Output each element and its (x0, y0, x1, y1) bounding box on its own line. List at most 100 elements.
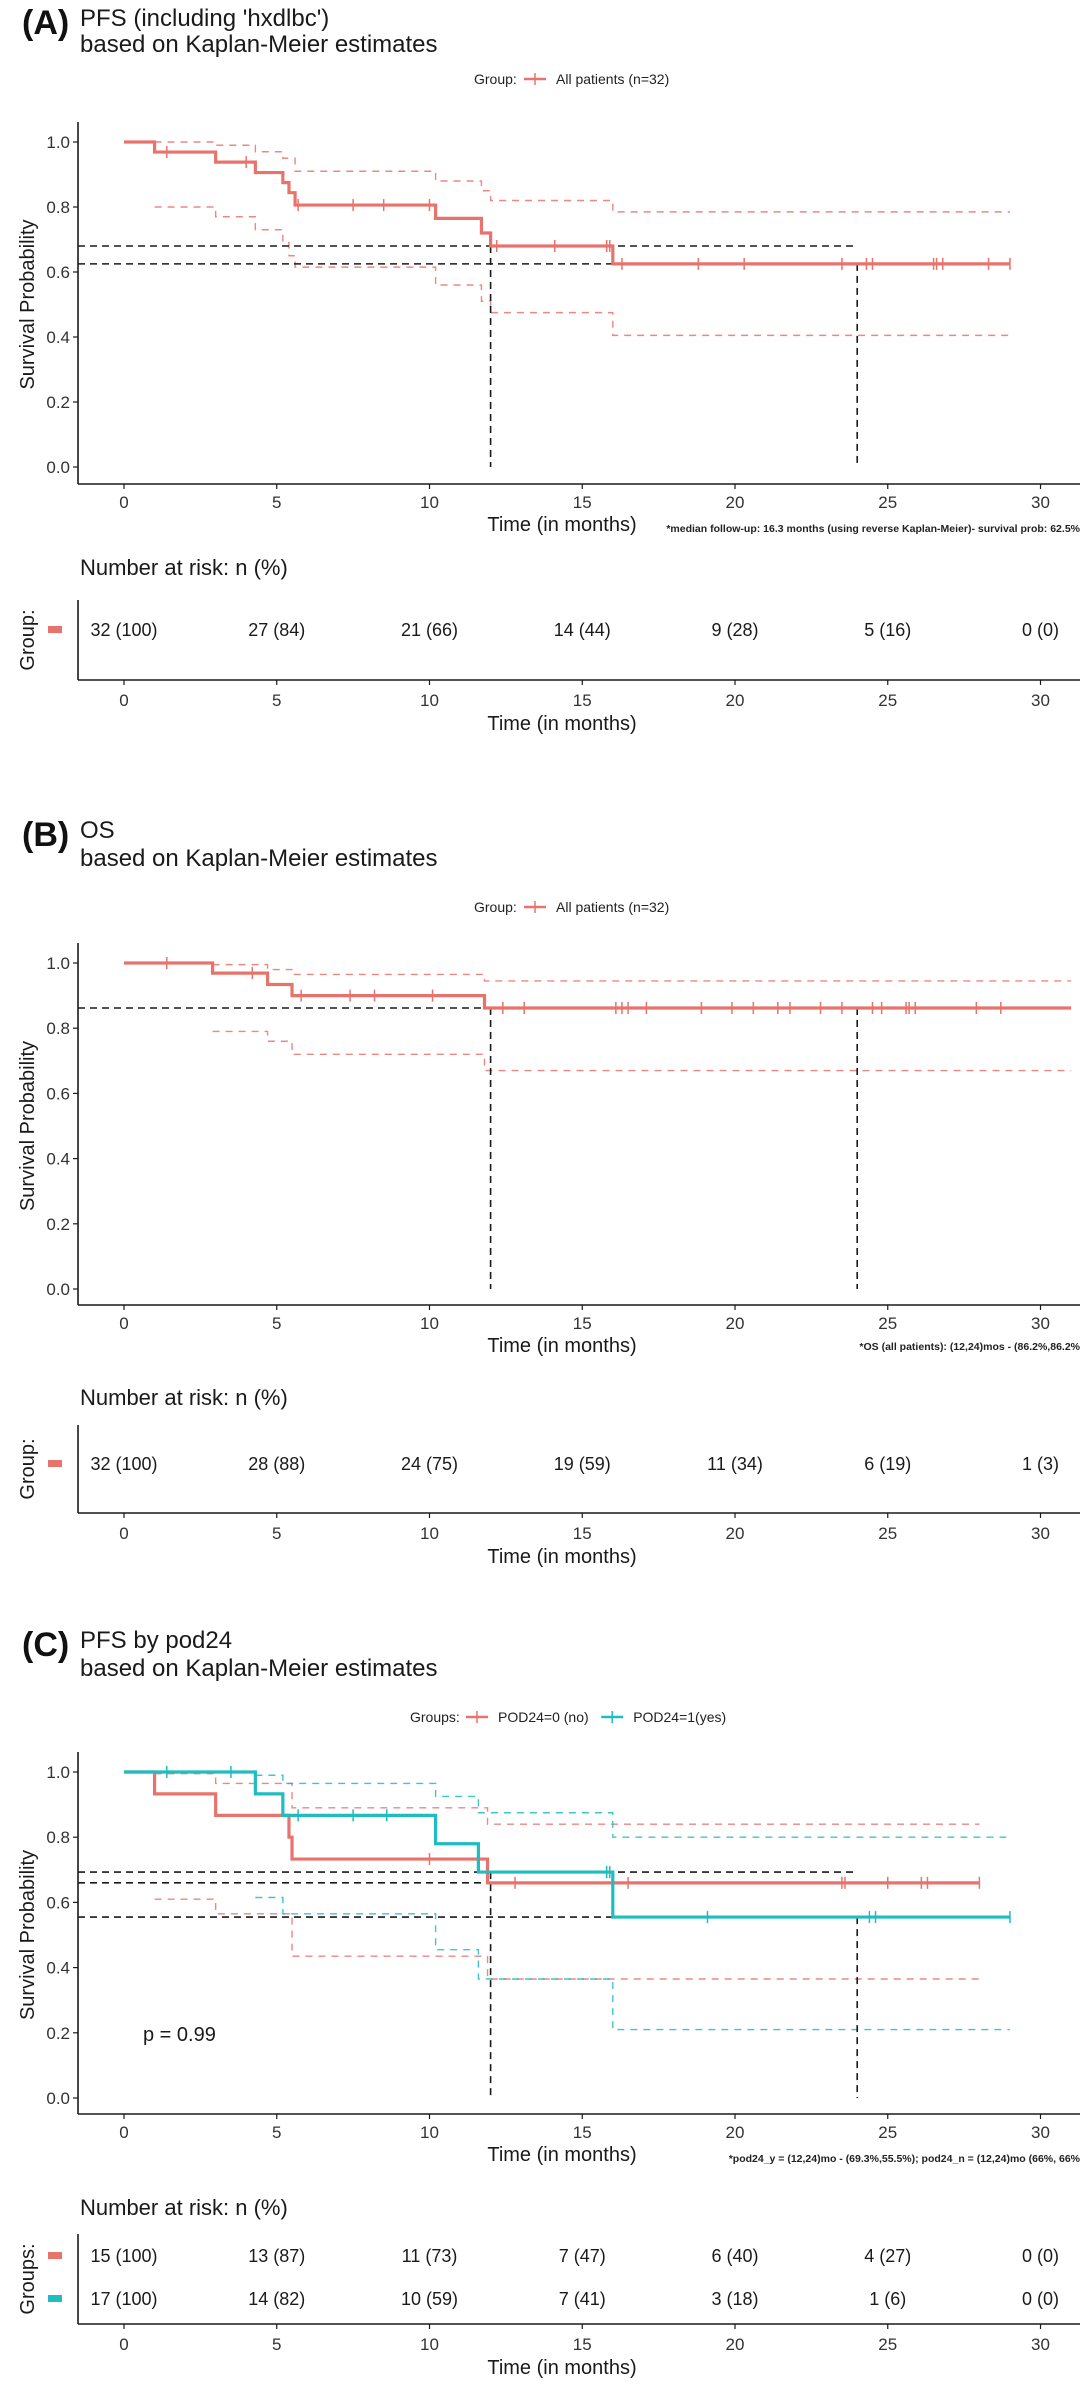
risk-value: 0 (0) (1022, 2246, 1059, 2266)
risk-table: Number at risk: n (%) Groups: 15 (100) 13 (… (17, 2195, 1080, 2379)
risk-x-tick-label: 10 (420, 691, 439, 710)
legend-title: Group: (474, 71, 517, 87)
y-axis-title: Survival Probability (17, 1041, 39, 1211)
risk-x-tick-label: 5 (272, 691, 281, 710)
y-tick-label: 0.8 (46, 1828, 70, 1847)
x-axis-title: Time (in months) (487, 2144, 636, 2166)
y-tick-label: 0.6 (46, 1893, 70, 1912)
footnote: *median follow-up: 16.3 months (using re… (666, 523, 1080, 535)
risk-value: 7 (47) (559, 2246, 606, 2266)
risk-value: 0 (0) (1022, 620, 1059, 640)
ci-lower-line (212, 1030, 1072, 1072)
risk-x-tick-label: 30 (1031, 2335, 1050, 2354)
legend: Groups: POD24=0 (no) POD24=1(yes) (410, 1709, 726, 1725)
risk-value: 32 (100) (90, 1454, 157, 1474)
risk-value: 28 (88) (248, 1454, 305, 1474)
ci-lower-line (255, 1896, 1010, 2031)
x-tick-label: 15 (573, 1314, 592, 1333)
x-tick-label: 30 (1031, 2123, 1050, 2142)
risk-x-tick-label: 30 (1031, 691, 1050, 710)
y-tick-label: 0.4 (46, 1150, 70, 1169)
risk-value: 11 (34) (707, 1454, 763, 1474)
y-tick-label: 1.0 (46, 954, 70, 973)
y-tick-label: 0.4 (46, 328, 70, 347)
risk-value: 9 (28) (711, 620, 758, 640)
risk-x-axis-title: Time (in months) (487, 713, 636, 735)
risk-value: 0 (0) (1022, 2289, 1059, 2309)
x-tick-label: 30 (1031, 1314, 1050, 1333)
risk-x-tick-label: 25 (878, 691, 897, 710)
risk-value: 14 (82) (248, 2289, 305, 2309)
x-tick-label: 5 (272, 1314, 281, 1333)
risk-value: 27 (84) (248, 620, 305, 640)
risk-x-tick-label: 0 (119, 2335, 128, 2354)
ci-upper-line (154, 1772, 980, 1825)
chart-title: PFS (including 'hxdlbc') (80, 5, 329, 32)
risk-group-label: Group: (17, 1438, 39, 1499)
risk-table: Number at risk: n (%) Group: 32 (100) 27 (8… (17, 555, 1080, 735)
x-tick-label: 10 (420, 493, 439, 512)
legend-label: All patients (n=32) (556, 71, 669, 87)
risk-x-axis-title: Time (in months) (487, 2357, 636, 2379)
risk-value: 6 (19) (864, 1454, 911, 1474)
x-tick-label: 25 (878, 493, 897, 512)
risk-x-tick-label: 20 (726, 2335, 745, 2354)
y-tick-label: 0.4 (46, 1959, 70, 1978)
y-axis-title: Survival Probability (17, 219, 39, 389)
risk-x-tick-label: 10 (420, 1524, 439, 1543)
risk-value: 13 (87) (248, 2246, 305, 2266)
y-tick-label: 0.0 (46, 1280, 70, 1299)
risk-value: 24 (75) (401, 1454, 458, 1474)
x-tick-label: 30 (1031, 493, 1050, 512)
risk-x-tick-label: 15 (573, 2335, 592, 2354)
ci-upper-line (255, 1774, 1010, 1838)
footnote: *OS (all patients): (12,24)mos - (86.2%,… (859, 1341, 1080, 1353)
risk-x-tick-label: 25 (878, 2335, 897, 2354)
x-tick-label: 5 (272, 493, 281, 512)
legend-label: POD24=0 (no) (498, 1709, 589, 1725)
y-tick-label: 0.2 (46, 393, 70, 412)
risk-group-label: Group: (17, 609, 39, 670)
survival-curve-teal (124, 1770, 1010, 1919)
panel-letter: (A) (22, 4, 69, 42)
risk-value: 11 (73) (402, 2246, 458, 2266)
ci-lower-line (154, 1898, 980, 1980)
survival-curve-red (124, 961, 1072, 1010)
y-tick-label: 0.0 (46, 2089, 70, 2108)
x-tick-label: 0 (119, 2123, 128, 2142)
legend-key-red (524, 73, 546, 85)
x-tick-label: 10 (420, 1314, 439, 1333)
risk-x-tick-label: 5 (272, 2335, 281, 2354)
x-tick-label: 20 (726, 493, 745, 512)
legend-label: POD24=1(yes) (633, 1709, 726, 1725)
risk-value: 21 (66) (401, 620, 458, 640)
legend-label: All patients (n=32) (556, 899, 669, 915)
x-axis-title: Time (in months) (487, 1335, 636, 1357)
legend-key-red (524, 901, 546, 913)
x-tick-label: 5 (272, 2123, 281, 2142)
x-tick-label: 25 (878, 2123, 897, 2142)
risk-x-tick-label: 30 (1031, 1524, 1050, 1543)
ci-lower-line (154, 206, 1010, 337)
risk-x-tick-label: 10 (420, 2335, 439, 2354)
panel-letter: (B) (22, 816, 69, 854)
y-axis-title: Survival Probability (17, 1850, 39, 2020)
legend-title: Group: (474, 899, 517, 915)
x-tick-label: 15 (573, 493, 592, 512)
panel-letter: (C) (22, 1626, 69, 1664)
group-color-swatch-icon (48, 1460, 62, 1467)
risk-table: Number at risk: n (%) Group: 32 (100) 28 (8… (17, 1385, 1080, 1568)
risk-x-tick-label: 25 (878, 1524, 897, 1543)
y-tick-label: 0.6 (46, 1084, 70, 1103)
risk-x-axis-title: Time (in months) (487, 1546, 636, 1568)
risk-table-title: Number at risk: n (%) (80, 2195, 288, 2220)
risk-value: 1 (3) (1022, 1454, 1059, 1474)
chart-subtitle: based on Kaplan-Meier estimates (80, 1655, 438, 1682)
chart-title: OS (80, 817, 115, 844)
risk-value: 14 (44) (554, 620, 611, 640)
x-tick-label: 0 (119, 493, 128, 512)
legend: Group: All patients (n=32) (474, 899, 669, 915)
y-tick-label: 0.2 (46, 2024, 70, 2043)
survival-curve-red (124, 140, 1010, 266)
